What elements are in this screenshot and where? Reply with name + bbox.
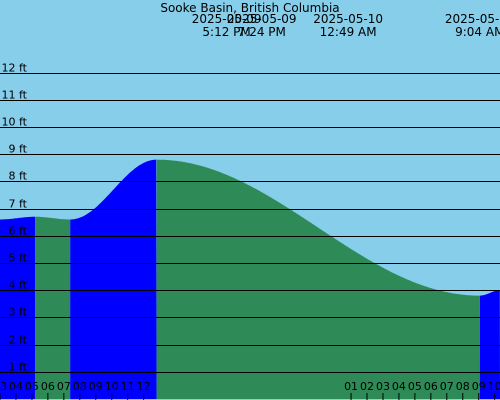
x-tick-label: 04 bbox=[392, 380, 406, 393]
event-date-label: 2025-05-09 bbox=[227, 12, 297, 26]
x-tick-label: 06 bbox=[424, 380, 438, 393]
y-tick-label: 5 ft bbox=[9, 252, 28, 265]
gridlines bbox=[0, 73, 500, 373]
event-date-label: 2025-05-09 bbox=[192, 12, 262, 26]
x-tick-label: 04 bbox=[9, 380, 23, 393]
x-tick-label: 09 bbox=[89, 380, 103, 393]
x-tick-label: 05 bbox=[408, 380, 422, 393]
x-tick-label: 03 bbox=[376, 380, 390, 393]
y-tick-label: 3 ft bbox=[9, 306, 28, 319]
x-tick-label: 10 bbox=[488, 380, 500, 393]
x-tick-label: 02 bbox=[360, 380, 374, 393]
chart-title: Sooke Basin, British Columbia bbox=[160, 1, 339, 15]
x-tick-label: 12 bbox=[137, 380, 151, 393]
x-tick-label: 06 bbox=[41, 380, 55, 393]
y-tick-labels: 1 ft 2 ft 3 ft 4 ft 5 ft 6 ft 7 ft 8 ft 9 ft 10 f… bbox=[2, 62, 28, 374]
event-time-label: 7:24 PM bbox=[238, 25, 286, 39]
event-time-label: 5:12 PM bbox=[202, 25, 250, 39]
x-tick-label: 05 bbox=[25, 380, 39, 393]
x-tick-label: 07 bbox=[440, 380, 454, 393]
falling-tide-segment bbox=[35, 216, 71, 399]
y-tick-label: 7 ft bbox=[9, 198, 28, 211]
x-tick-label: 09 bbox=[472, 380, 486, 393]
rising-tide-segment bbox=[0, 216, 36, 399]
x-tick-label: 08 bbox=[73, 380, 87, 393]
rising-tide-segment bbox=[70, 159, 157, 399]
x-tick-label: 10 bbox=[105, 380, 119, 393]
x-tick-label: 08 bbox=[456, 380, 470, 393]
y-tick-label: 8 ft bbox=[9, 170, 28, 183]
y-tick-label: 11 ft bbox=[2, 89, 28, 102]
falling-tide-segment bbox=[156, 159, 480, 399]
x-tick-label: 11 bbox=[121, 380, 135, 393]
event-date-label: 2025-05-10 bbox=[445, 12, 500, 26]
x-tick-labels: 0304050607080910111201020304050607080910 bbox=[0, 380, 500, 400]
event-time-label: 12:49 AM bbox=[320, 25, 377, 39]
event-time-label: 9:04 AM bbox=[455, 25, 500, 39]
event-date-label: 2025-05-10 bbox=[313, 12, 383, 26]
y-tick-label: 12 ft bbox=[2, 62, 28, 75]
y-tick-label: 4 ft bbox=[9, 279, 28, 292]
y-tick-label: 10 ft bbox=[2, 116, 28, 129]
y-tick-label: 9 ft bbox=[9, 143, 28, 156]
y-tick-label: 1 ft bbox=[9, 361, 28, 374]
x-tick-label: 07 bbox=[57, 380, 71, 393]
y-tick-label: 6 ft bbox=[9, 225, 28, 238]
x-tick-label: 01 bbox=[344, 380, 358, 393]
y-tick-label: 2 ft bbox=[9, 334, 28, 347]
x-tick-label: 03 bbox=[0, 380, 7, 393]
